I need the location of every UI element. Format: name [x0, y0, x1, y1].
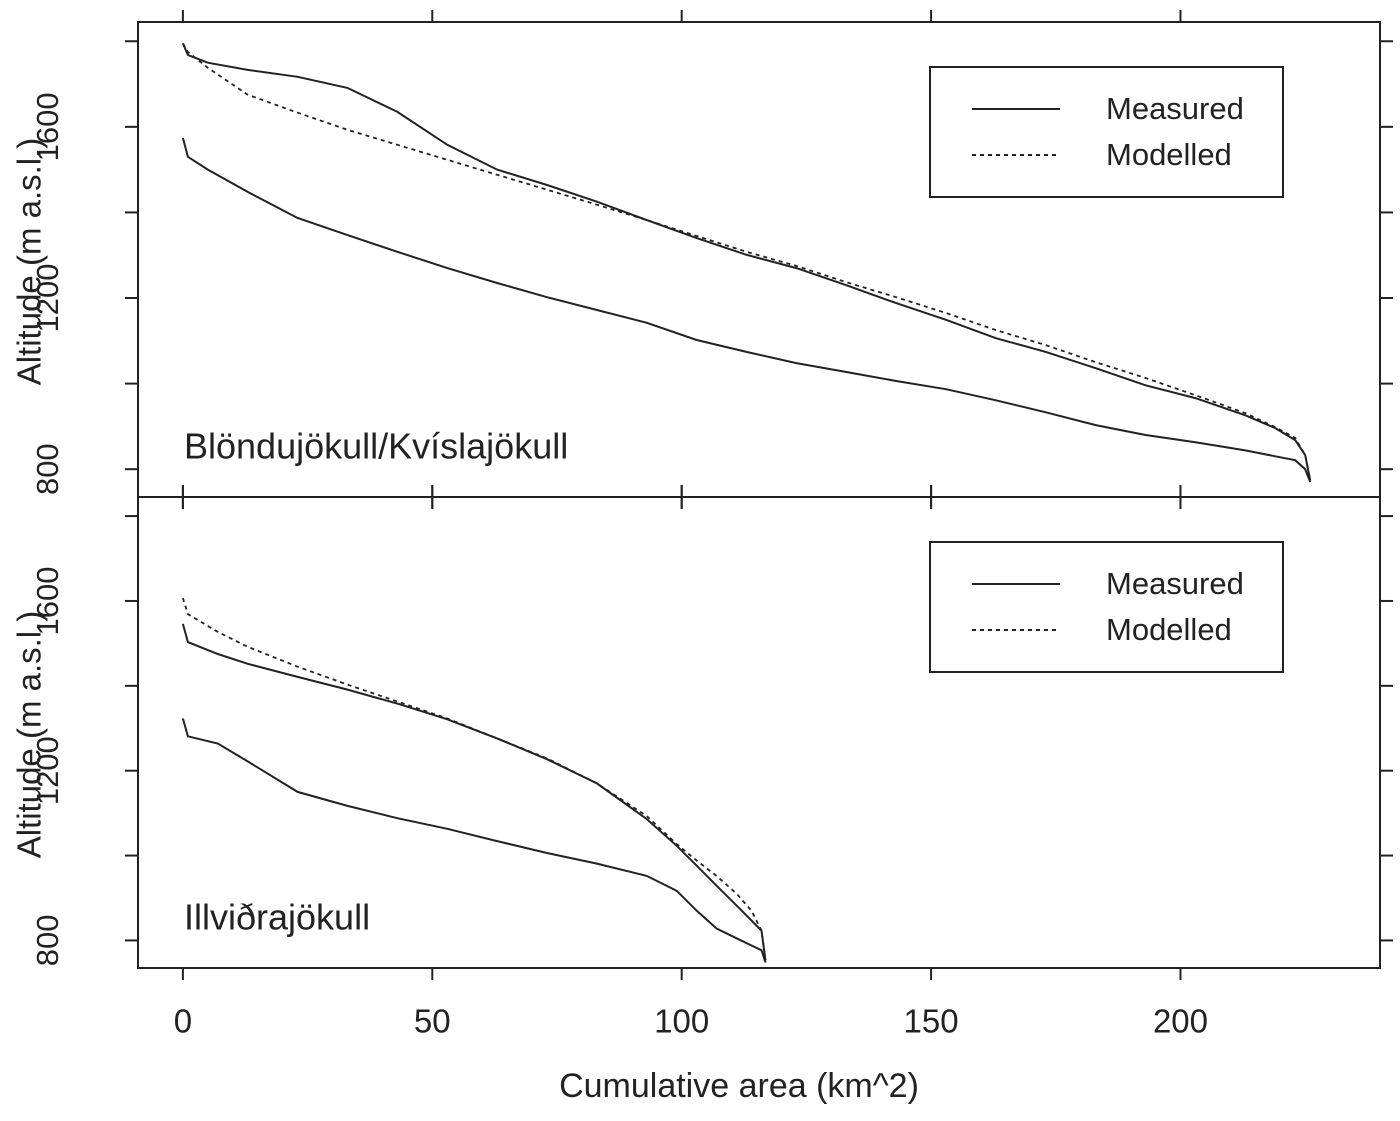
- series-line: [181, 137, 1312, 483]
- legend-box: [929, 541, 1284, 673]
- x-tick-label: 200: [1153, 1003, 1208, 1040]
- y-axis-label: Altitude (m a.s.l.): [11, 138, 48, 386]
- series-line: [181, 43, 1312, 481]
- y-tick-label: 800: [30, 915, 65, 967]
- legend-label: Modelled: [1106, 612, 1232, 647]
- series-line: [182, 42, 1312, 481]
- y-tick-label: 800: [30, 443, 65, 495]
- y-tick-label: 1600: [30, 566, 65, 635]
- y-tick-label: 1200: [30, 736, 65, 805]
- y-tick-label: 1200: [30, 264, 65, 333]
- series-line: [181, 623, 767, 961]
- x-axis-label: Cumulative area (km^2): [559, 1067, 919, 1105]
- x-tick-label: 0: [174, 1003, 192, 1040]
- series-line: [181, 718, 767, 963]
- x-tick-label: 150: [904, 1003, 959, 1040]
- plot-frame: [137, 496, 1381, 969]
- panel-annotation: Illviðrajökull: [184, 897, 370, 938]
- legend-box: [929, 66, 1284, 198]
- legend-label: Modelled: [1106, 137, 1232, 172]
- legend-label: Measured: [1106, 566, 1244, 601]
- legend-label: Measured: [1106, 91, 1244, 126]
- x-tick-label: 100: [654, 1003, 709, 1040]
- panel-annotation: Blöndujökull/Kvíslajökull: [184, 426, 568, 467]
- x-tick-label: 50: [414, 1003, 451, 1040]
- y-axis-label: Altitude (m a.s.l.): [11, 611, 48, 859]
- y-tick-label: 1600: [30, 92, 65, 161]
